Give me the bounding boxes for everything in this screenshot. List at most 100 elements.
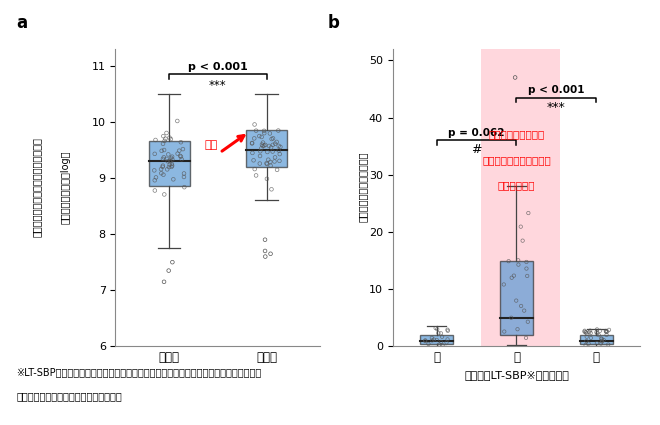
- Point: [263, 156, 274, 163]
- Text: 関与していることが明らかとなった。: 関与していることが明らかとなった。: [16, 391, 122, 401]
- Point: [168, 176, 179, 183]
- Point: [178, 146, 188, 153]
- Point: [267, 148, 278, 155]
- Text: #: #: [471, 143, 482, 156]
- Point: [150, 187, 160, 194]
- Point: [266, 144, 277, 151]
- Point: [597, 335, 607, 342]
- Point: [149, 150, 160, 157]
- Point: [267, 142, 278, 148]
- Point: [579, 327, 590, 334]
- Text: a: a: [16, 14, 28, 31]
- Point: [581, 337, 591, 344]
- Point: [269, 158, 280, 165]
- Point: [167, 259, 178, 266]
- Text: ビフィズス菌が中程度の: ビフィズス菌が中程度の: [482, 155, 551, 165]
- Point: [420, 337, 430, 344]
- Point: [179, 170, 189, 177]
- Point: [160, 135, 171, 142]
- Point: [255, 148, 265, 155]
- Point: [149, 177, 160, 184]
- Point: [437, 333, 447, 340]
- Point: [428, 336, 439, 343]
- Point: [158, 133, 168, 139]
- Point: [273, 142, 284, 149]
- Point: [172, 150, 183, 157]
- Text: 群で特に増加: 群で特に増加: [498, 181, 535, 190]
- Point: [603, 341, 614, 348]
- Point: [260, 247, 271, 254]
- Point: [149, 167, 160, 174]
- Point: [504, 258, 514, 265]
- Point: [265, 250, 276, 257]
- Point: [174, 147, 185, 154]
- Point: [423, 340, 434, 347]
- Point: [175, 153, 185, 159]
- Point: [251, 172, 261, 179]
- Point: [273, 127, 284, 134]
- Point: [523, 210, 534, 216]
- Point: [158, 162, 168, 169]
- Point: [585, 334, 596, 341]
- Point: [436, 339, 446, 346]
- Point: [249, 166, 260, 173]
- Point: [498, 281, 509, 288]
- Point: [442, 339, 452, 346]
- Point: [164, 267, 174, 274]
- Point: [442, 326, 453, 333]
- Point: [176, 139, 186, 146]
- Point: [164, 164, 174, 170]
- Point: [581, 333, 592, 340]
- Point: [591, 329, 602, 336]
- Text: ビフィズス菌数の変化倍率: ビフィズス菌数の変化倍率: [358, 152, 368, 222]
- Point: [156, 166, 166, 173]
- Point: [521, 258, 532, 265]
- Point: [261, 160, 272, 167]
- Point: [522, 272, 533, 279]
- Point: [249, 121, 260, 128]
- Text: 「口」を持っているビフィズス菌の数: 「口」を持っているビフィズス菌の数: [31, 137, 42, 237]
- Point: [158, 171, 169, 178]
- Point: [259, 142, 269, 149]
- Point: [270, 140, 280, 147]
- Point: [159, 278, 170, 285]
- Point: [592, 330, 603, 337]
- Point: [255, 153, 265, 159]
- Point: [247, 140, 257, 147]
- Bar: [480, 37, 560, 358]
- Point: [251, 128, 261, 134]
- Point: [580, 329, 591, 336]
- Bar: [420, 335, 453, 343]
- Point: [261, 176, 272, 182]
- Point: [260, 236, 271, 243]
- Point: [432, 337, 442, 343]
- Point: [150, 136, 161, 143]
- Point: [176, 156, 187, 163]
- Point: [159, 147, 170, 153]
- Point: [516, 303, 527, 309]
- Point: [260, 142, 271, 148]
- Point: [150, 174, 161, 181]
- Bar: [500, 261, 533, 335]
- Text: p < 0.001: p < 0.001: [188, 62, 248, 72]
- Point: [515, 223, 526, 230]
- Point: [272, 167, 282, 173]
- Point: [511, 297, 521, 304]
- Point: [510, 74, 520, 81]
- Point: [248, 157, 259, 164]
- Point: [597, 338, 607, 345]
- Text: 「口」を持っている: 「口」を持っている: [488, 129, 544, 139]
- Point: [257, 141, 267, 148]
- Point: [275, 151, 285, 158]
- Point: [506, 274, 517, 281]
- Point: [157, 164, 168, 170]
- Point: [434, 341, 445, 348]
- Point: [601, 332, 612, 338]
- Point: [601, 328, 611, 334]
- Text: 増加: 増加: [205, 140, 218, 150]
- Point: [167, 156, 178, 163]
- Point: [581, 330, 592, 337]
- Point: [158, 140, 168, 147]
- Point: [156, 147, 167, 154]
- Point: [156, 170, 166, 177]
